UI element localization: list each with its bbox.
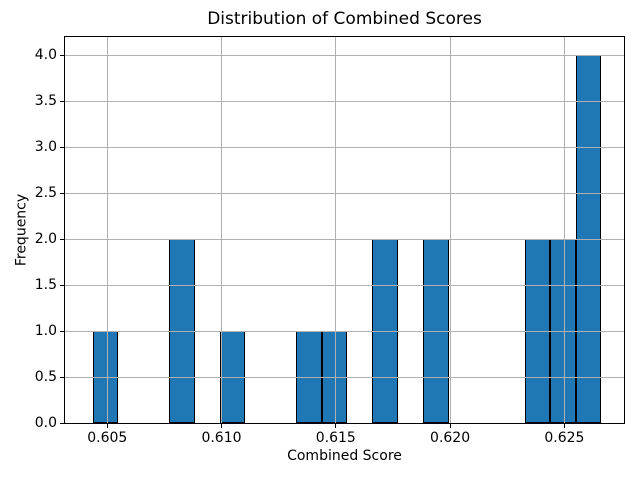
- y-gridline: [65, 146, 624, 148]
- y-tick-label: 1.0: [34, 323, 57, 340]
- y-gridline: [65, 54, 624, 56]
- y-tick-label: 3.0: [34, 139, 57, 156]
- x-gridline: [106, 37, 108, 423]
- y-gridline: [65, 376, 624, 378]
- y-tick-label: 1.5: [34, 277, 57, 294]
- x-tick-label: 0.610: [201, 430, 242, 446]
- chart-title: Distribution of Combined Scores: [207, 9, 482, 29]
- y-gridline: [65, 284, 624, 286]
- x-gridline: [449, 37, 451, 423]
- x-gridline: [563, 37, 565, 423]
- y-tick-label: 0.0: [34, 415, 57, 431]
- y-tick-label: 4.0: [34, 47, 57, 64]
- x-tick-mark: [449, 424, 451, 428]
- x-tick-label: 0.605: [87, 430, 128, 446]
- x-tick-label: 0.625: [544, 430, 585, 446]
- y-axis-label: Frequency: [13, 193, 30, 267]
- plot-area: [64, 36, 625, 424]
- y-gridline: [65, 330, 624, 332]
- y-gridline: [65, 238, 624, 240]
- x-tick-mark: [221, 424, 222, 428]
- x-tick-mark: [106, 424, 108, 428]
- x-tick-mark: [563, 424, 565, 428]
- y-tick-label: 0.5: [34, 369, 57, 385]
- x-tick-label: 0.620: [430, 430, 471, 446]
- y-gridline: [65, 192, 624, 194]
- y-tick-label: 3.5: [34, 93, 57, 110]
- x-tick-mark: [335, 424, 337, 428]
- x-gridline: [335, 37, 337, 423]
- x-tick-label: 0.615: [315, 430, 356, 446]
- x-axis-label: Combined Score: [287, 448, 402, 464]
- y-gridline: [65, 100, 624, 102]
- x-gridline: [221, 37, 222, 423]
